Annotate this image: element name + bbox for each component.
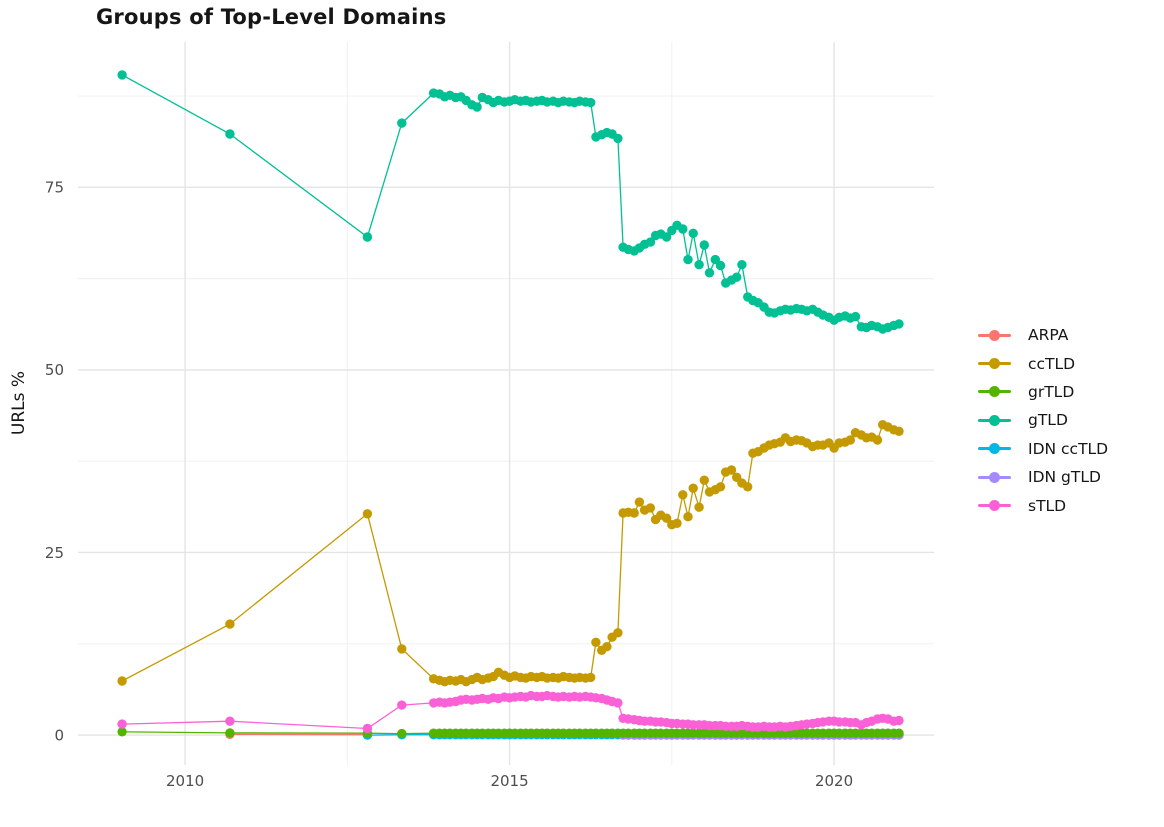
- data-point-gTLD: [362, 232, 373, 242]
- data-point-grTLD: [397, 728, 407, 739]
- data-point-ccTLD: [678, 490, 688, 500]
- data-point-gTLD: [715, 260, 726, 271]
- data-point-gTLD: [661, 232, 672, 242]
- y-axis-tick-label: 25: [45, 544, 64, 562]
- legend-label: ARPA: [1028, 326, 1069, 345]
- data-point-gTLD: [397, 118, 407, 128]
- legend-label: IDN ccTLD: [1028, 439, 1109, 458]
- x-axis-tick-label: 2020: [815, 772, 853, 790]
- legend-key-icon: [978, 470, 1011, 484]
- data-point-gTLD: [683, 254, 693, 265]
- x-axis-tick-label: 2010: [166, 772, 204, 790]
- data-point-ccTLD: [688, 483, 698, 493]
- legend-item-gtld: gTLD: [978, 406, 1108, 434]
- legend-label: grTLD: [1028, 382, 1075, 401]
- data-point-ccTLD: [894, 426, 904, 436]
- series-line-ccTLD: [121, 423, 900, 683]
- chart-title: Groups of Top-Level Domains: [96, 5, 447, 29]
- legend-label: gTLD: [1028, 411, 1068, 430]
- legend-item-stld: sTLD: [978, 491, 1108, 519]
- data-point-gTLD: [586, 97, 596, 108]
- legend-label: sTLD: [1028, 496, 1067, 515]
- data-point-sTLD: [397, 700, 407, 710]
- data-point-sTLD: [362, 723, 373, 734]
- data-point-ccTLD: [726, 465, 737, 475]
- data-point-gTLD: [699, 240, 709, 250]
- series-line-gTLD: [121, 74, 900, 330]
- y-axis-tick-label: 50: [45, 361, 64, 379]
- data-point-gTLD: [117, 70, 127, 80]
- data-point-gTLD: [678, 224, 688, 234]
- legend-label: IDN gTLD: [1028, 468, 1101, 487]
- data-point-ccTLD: [872, 435, 883, 445]
- legend: ARPA ccTLD grTLD gTLD IDN ccTLD IDN gTLD sTLD: [978, 321, 1108, 520]
- data-point-gTLD: [694, 260, 704, 270]
- data-point-ccTLD: [661, 513, 672, 523]
- data-point-ccTLD: [629, 508, 639, 518]
- data-point-gTLD: [472, 102, 482, 112]
- legend-key-icon: [978, 413, 1011, 427]
- data-point-ccTLD: [845, 435, 855, 445]
- data-point-gTLD: [894, 319, 904, 329]
- data-point-ccTLD: [602, 642, 612, 652]
- data-point-gTLD: [704, 268, 715, 278]
- legend-item-idn-cctld: IDN ccTLD: [978, 435, 1108, 463]
- data-point-sTLD: [225, 716, 235, 726]
- data-point-gTLD: [645, 237, 656, 247]
- data-point-grTLD: [225, 728, 235, 738]
- data-point-ccTLD: [613, 628, 623, 638]
- y-axis-tick-label: 75: [45, 179, 64, 197]
- legend-key-icon: [978, 499, 1011, 513]
- legend-item-arpa: ARPA: [978, 321, 1108, 349]
- data-point-gTLD: [850, 311, 861, 322]
- legend-key-icon: [978, 357, 1011, 371]
- data-point-gTLD: [613, 133, 623, 144]
- data-point-ccTLD: [362, 509, 373, 519]
- legend-item-cctld: ccTLD: [978, 349, 1108, 377]
- legend-label: ccTLD: [1028, 354, 1076, 373]
- data-point-ccTLD: [591, 637, 601, 647]
- data-point-ccTLD: [634, 497, 645, 507]
- legend-key-icon: [978, 328, 1011, 342]
- data-point-ccTLD: [743, 482, 753, 492]
- data-point-sTLD: [894, 715, 904, 726]
- data-point-grTLD: [117, 727, 127, 737]
- x-axis-tick-label: 2015: [490, 772, 528, 790]
- legend-key-icon: [978, 385, 1011, 399]
- data-point-ccTLD: [699, 475, 709, 485]
- data-point-ccTLD: [586, 672, 596, 683]
- data-point-gTLD: [225, 129, 235, 139]
- data-point-grTLD: [894, 728, 904, 738]
- y-axis-tick-label: 0: [54, 726, 64, 744]
- legend-key-icon: [978, 442, 1011, 456]
- data-point-gTLD: [732, 272, 742, 282]
- data-point-sTLD: [117, 719, 127, 729]
- data-point-ccTLD: [672, 518, 682, 528]
- legend-item-idn-gtld: IDN gTLD: [978, 463, 1108, 491]
- data-point-ccTLD: [683, 512, 693, 522]
- data-point-ccTLD: [225, 619, 235, 629]
- data-point-ccTLD: [694, 502, 704, 512]
- legend-item-grtld: grTLD: [978, 378, 1108, 406]
- data-point-ccTLD: [715, 482, 726, 492]
- data-point-gTLD: [688, 228, 698, 238]
- data-point-gTLD: [737, 260, 747, 270]
- data-point-ccTLD: [397, 644, 407, 654]
- data-point-ccTLD: [117, 676, 127, 686]
- data-point-ccTLD: [645, 503, 656, 513]
- data-point-sTLD: [613, 698, 623, 708]
